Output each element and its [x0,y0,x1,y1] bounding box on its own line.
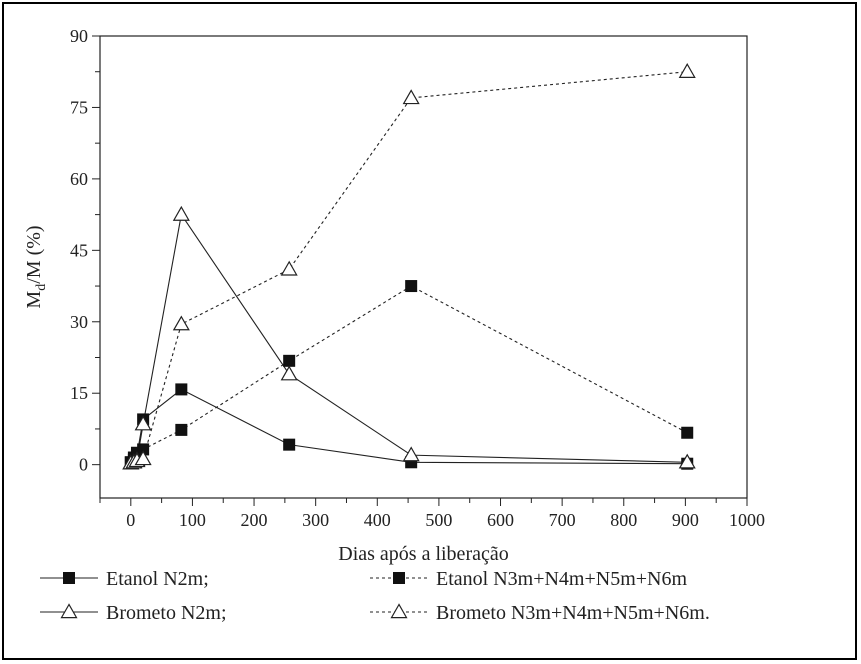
y-axis-label: Md/M (%) [23,225,49,308]
x-tick-label: 0 [126,510,135,530]
legend-marker-2 [393,572,405,584]
series-3-point [402,446,420,462]
series-line-2 [130,285,688,463]
series-line-3 [130,213,688,464]
series-2-point [175,423,188,436]
series-1-point [283,438,296,451]
x-tick-label: 1000 [729,510,765,530]
series-line-4 [130,71,688,464]
y-axis-label-subscript: d [34,284,49,291]
x-tick-label: 600 [487,510,514,530]
y-tick-label: 45 [70,240,88,260]
x-tick-label: 300 [302,510,329,530]
legend-marker-4 [390,603,408,619]
legend-label-1: Etanol N2m; [106,568,209,590]
series-2-point [405,280,418,293]
legend-label-3: Brometo N2m; [106,602,227,624]
series-4-point [402,89,420,105]
legend-label-2: Etanol N3m+N4m+N5m+N6m [436,568,687,590]
series-1-point [175,383,188,396]
y-tick-label: 30 [70,312,88,332]
series-3-point [678,453,696,469]
series-4-point [280,260,298,276]
x-axis-label: Dias após a liberação [338,543,508,565]
x-tick-label: 900 [672,510,699,530]
y-tick-label: 75 [70,97,88,117]
series-3-point [172,205,190,221]
x-tick-label: 100 [179,510,206,530]
y-axis-label-rest: /M (%) [23,225,45,283]
y-axis-label-main: M [23,291,45,309]
series-3-point [134,415,152,431]
series-4-point [678,63,696,78]
x-tick-label: 200 [241,510,268,530]
series-4-point [134,450,152,466]
x-tick-label: 800 [610,510,637,530]
series-2-point [283,354,296,367]
y-tick-label: 15 [70,383,88,403]
x-tick-label: 700 [549,510,576,530]
x-tick-label: 500 [425,510,452,530]
y-tick-label: 90 [70,26,88,46]
plot-area-border [99,35,748,499]
legend-label-4: Brometo N3m+N4m+N5m+N6m. [436,602,710,624]
series-3-point [280,365,298,381]
x-tick-label: 400 [364,510,391,530]
series-4-point [172,315,190,331]
y-tick-label: 60 [70,169,88,189]
legend-marker-1 [63,572,75,584]
series-2-point [681,426,694,439]
y-tick-label: 0 [79,455,88,475]
legend-marker-3 [60,603,78,619]
